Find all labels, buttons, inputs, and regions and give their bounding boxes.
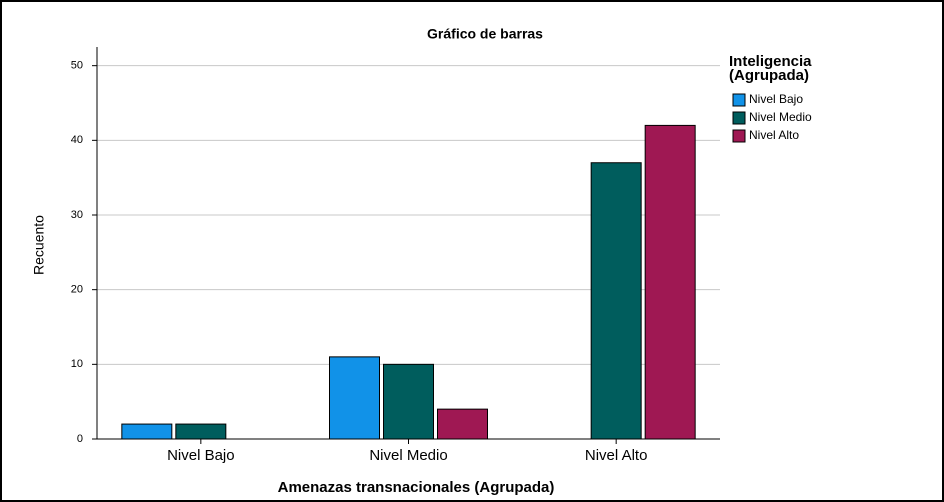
x-tick-label: Nivel Bajo xyxy=(167,447,235,464)
bar xyxy=(644,124,696,440)
legend-swatch xyxy=(732,93,746,107)
bar xyxy=(590,162,642,440)
legend-swatch xyxy=(732,111,746,125)
legend-label: Nivel Medio xyxy=(749,110,812,124)
x-axis-label: Amenazas transnacionales (Agrupada) xyxy=(278,479,555,496)
y-axis-label: Recuento xyxy=(31,215,47,275)
legend-title: (Agrupada) xyxy=(729,67,809,84)
bar xyxy=(329,356,380,440)
bar xyxy=(383,363,434,440)
y-tick-label: 40 xyxy=(71,134,83,146)
y-tick-label: 30 xyxy=(71,209,83,221)
chart-title: Gráfico de barras xyxy=(427,26,543,42)
x-tick-label: Nivel Medio xyxy=(369,447,447,464)
y-tick-label: 20 xyxy=(71,284,83,296)
bar xyxy=(175,423,227,440)
legend-swatch xyxy=(732,129,746,143)
legend-title: Inteligencia xyxy=(729,53,812,70)
bar xyxy=(121,423,173,440)
legend-label: Nivel Bajo xyxy=(749,92,803,106)
y-tick-label: 0 xyxy=(77,433,83,445)
x-tick-label: Nivel Alto xyxy=(585,447,648,464)
bar xyxy=(437,408,488,440)
y-tick-label: 50 xyxy=(71,60,83,72)
y-tick-label: 10 xyxy=(71,358,83,370)
legend-label: Nivel Alto xyxy=(749,128,799,142)
